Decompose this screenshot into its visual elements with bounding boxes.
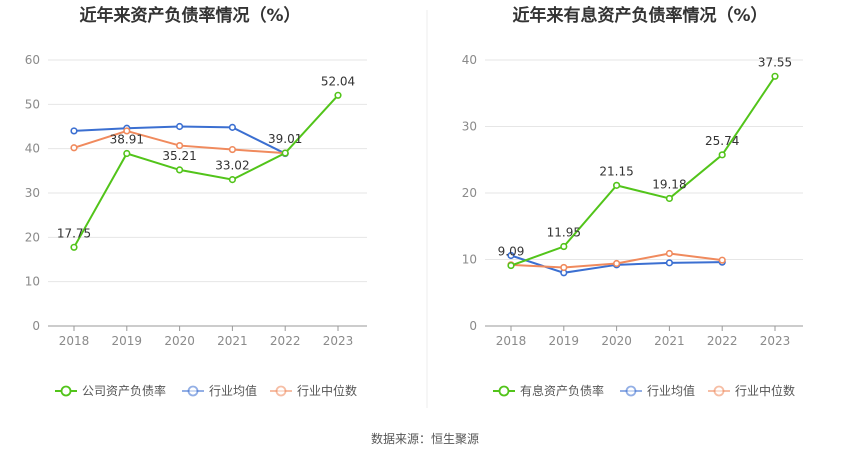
data-point	[176, 122, 184, 131]
data-point	[228, 145, 236, 154]
y-tick-label: 40	[462, 53, 477, 67]
legend-label: 行业均值	[647, 383, 695, 398]
data-point	[123, 149, 131, 158]
data-label: 33.02	[215, 159, 249, 173]
data-point	[612, 259, 621, 268]
y-tick-label: 20	[25, 230, 40, 244]
data-point	[228, 176, 236, 184]
legend-swatch-marker	[625, 385, 637, 397]
data-point	[560, 242, 568, 251]
y-tick-label: 0	[469, 319, 477, 333]
data-point	[228, 123, 236, 131]
data-point	[612, 181, 621, 189]
x-tick-label: 2023	[323, 334, 354, 348]
data-label: 21.15	[599, 164, 633, 178]
legend-swatch-marker	[713, 385, 725, 397]
x-tick-label: 2020	[164, 334, 195, 348]
y-tick-label: 0	[32, 319, 40, 333]
data-point	[771, 72, 779, 80]
data-point	[560, 263, 568, 272]
x-tick-label: 2021	[654, 334, 685, 348]
x-tick-label: 2021	[217, 334, 248, 348]
data-label: 19.18	[652, 177, 686, 191]
y-tick-label: 30	[462, 120, 477, 134]
legend-label: 行业中位数	[297, 383, 357, 398]
x-tick-label: 2018	[59, 334, 90, 348]
data-source: 数据来源：恒生聚源	[371, 431, 479, 446]
y-tick-label: 10	[25, 275, 40, 289]
data-point	[718, 151, 726, 159]
legend-label: 行业中位数	[735, 383, 795, 398]
data-point	[123, 127, 131, 135]
x-tick-label: 2022	[707, 334, 738, 348]
y-tick-label: 20	[462, 186, 477, 200]
y-tick-label: 30	[25, 186, 40, 200]
y-tick-label: 10	[462, 253, 477, 267]
data-point	[718, 256, 726, 264]
x-tick-label: 2019	[112, 334, 143, 348]
data-point	[281, 149, 289, 157]
chart-title: 近年来有息资产负债率情况（%）	[512, 5, 767, 26]
interest-bearing-debt-ratio-chart: 近年来有息资产负债率情况（%） 0 10 20 30 40 2018 2019 2020 2021…	[462, 5, 803, 398]
data-point	[176, 166, 184, 174]
legend-swatch-marker	[275, 385, 287, 397]
debt-ratio-chart: 近年来资产负债率情况（%） 0 10 20 30 40 50 60 2018 2019 2020 20…	[25, 5, 367, 398]
data-point	[507, 261, 515, 270]
legend-swatch-marker	[60, 385, 72, 397]
data-label: 25.74	[705, 134, 739, 148]
data-point	[665, 194, 674, 203]
data-point	[665, 259, 674, 267]
data-label: 35.21	[162, 149, 196, 163]
series-line	[510, 75, 776, 267]
data-label: 17.75	[57, 226, 91, 240]
x-tick-label: 2022	[270, 334, 301, 348]
data-label: 39.01	[268, 132, 302, 146]
data-label: 52.04	[321, 74, 355, 88]
legend-label: 行业均值	[209, 383, 257, 398]
y-tick-label: 40	[25, 142, 40, 156]
x-tick-label: 2020	[601, 334, 632, 348]
series-line	[73, 94, 339, 248]
data-label: 37.55	[758, 55, 792, 69]
data-point	[507, 251, 515, 260]
data-label: 9.09	[498, 245, 525, 259]
legend-swatch-marker	[187, 385, 199, 397]
data-point	[70, 127, 78, 135]
data-point	[70, 144, 78, 152]
legend-label: 有息资产负债率	[520, 383, 604, 398]
legend-label: 公司资产负债率	[82, 383, 166, 398]
data-point	[70, 243, 78, 251]
data-point	[176, 141, 184, 150]
x-tick-label: 2018	[496, 334, 527, 348]
chart-title: 近年来资产负债率情况（%）	[79, 5, 300, 26]
legend-swatch-marker	[498, 385, 510, 397]
y-tick-label: 60	[25, 53, 40, 67]
data-point	[334, 91, 342, 99]
x-tick-label: 2023	[760, 334, 791, 348]
y-tick-label: 50	[25, 97, 40, 111]
data-label: 11.95	[547, 226, 581, 240]
x-tick-label: 2019	[549, 334, 580, 348]
data-label: 38.91	[110, 132, 144, 146]
data-point	[665, 249, 674, 258]
